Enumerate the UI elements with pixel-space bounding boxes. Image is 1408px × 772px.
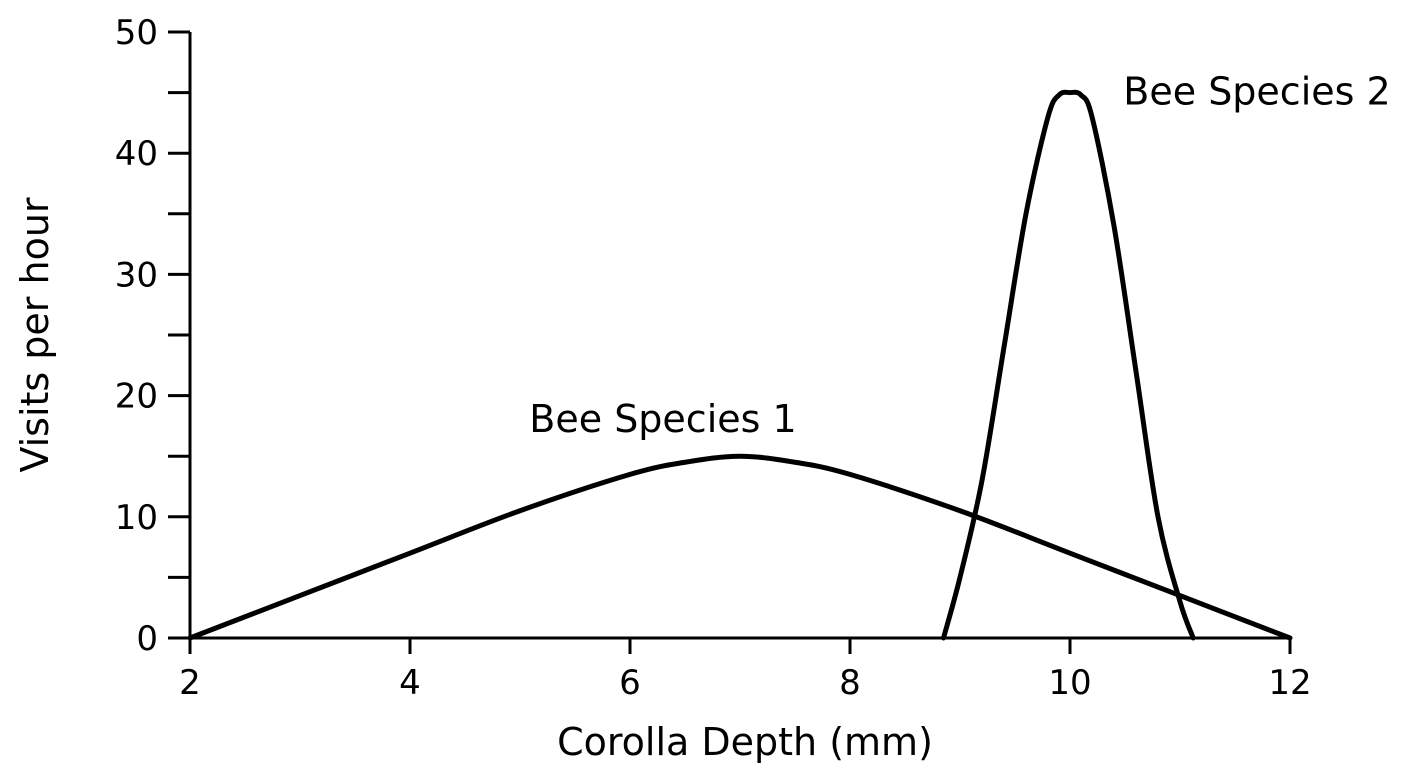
series-label-2: Bee Species 2 bbox=[1123, 70, 1390, 114]
series bbox=[187, 89, 1293, 641]
labels: Corolla Depth (mm) Visits per hour Bee S… bbox=[13, 70, 1391, 764]
y-tick-label: 30 bbox=[115, 255, 158, 295]
x-tick-label: 12 bbox=[1268, 663, 1311, 703]
y-tick-label: 40 bbox=[115, 134, 158, 174]
series-line-2 bbox=[941, 89, 1196, 641]
series-label-1: Bee Species 1 bbox=[529, 397, 796, 441]
y-axis-title: Visits per hour bbox=[13, 197, 57, 472]
x-tick-label: 6 bbox=[619, 663, 641, 703]
x-tick-label: 10 bbox=[1048, 663, 1091, 703]
x-tick-label: 4 bbox=[399, 663, 421, 703]
y-tick-label: 10 bbox=[115, 498, 158, 538]
series-line-1 bbox=[187, 453, 1293, 641]
y-tick-label: 20 bbox=[115, 377, 158, 417]
axes bbox=[188, 32, 1290, 640]
x-axis-title: Corolla Depth (mm) bbox=[557, 720, 933, 764]
x-tick-label: 2 bbox=[179, 663, 201, 703]
y-tick-label: 0 bbox=[136, 619, 158, 659]
ticks: 0 10 20 30 40 50 2 4 6 8 10 12 bbox=[115, 13, 1312, 703]
y-tick-label: 50 bbox=[115, 13, 158, 53]
x-tick-label: 8 bbox=[839, 663, 861, 703]
